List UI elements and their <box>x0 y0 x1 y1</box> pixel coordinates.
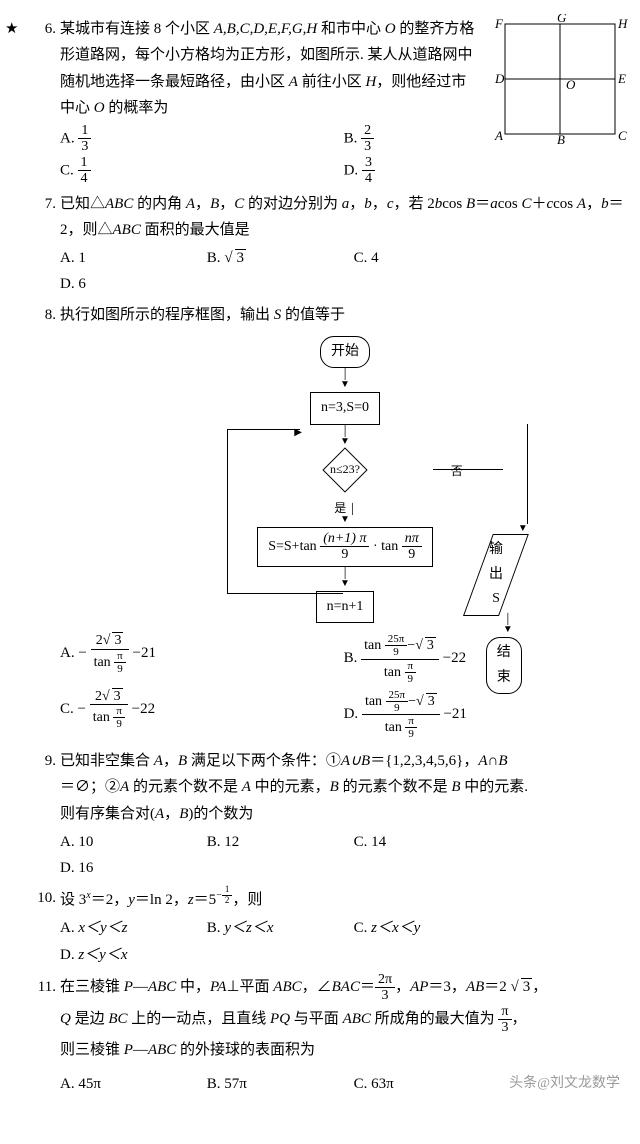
fc-start: 开始 <box>320 336 370 369</box>
q10-opt-d[interactable]: D. z＜y＜x <box>60 942 197 968</box>
watermark: 头条@刘文龙数学 <box>509 1069 620 1098</box>
q7-number: 7. <box>20 191 56 217</box>
fc-yes-label: 是 <box>334 501 346 515</box>
q10-opt-b[interactable]: B. y＜z＜x <box>207 915 344 941</box>
q6-number: 6. <box>20 16 56 42</box>
q8-opt-d[interactable]: D. tan 25π9−√3 tan π9 −21 <box>344 689 618 740</box>
q8-opt-a[interactable]: A. − 2√3 tan π9 −21 <box>60 633 334 684</box>
question-7: 7. 已知△ABC 的内角 A，B，C 的对边分别为 a，b，c，若 2bcos… <box>60 191 630 298</box>
q10-text: 设 3x＝2，y＝ln 2，z＝5−12，则 <box>60 892 262 908</box>
q7-options: A. 1 B. √3 C. 4 D. 6 <box>60 245 630 298</box>
star-icon: ★ <box>5 16 18 42</box>
q10-options: A. x＜y＜z B. y＜z＜x C. z＜x＜y D. z＜y＜x <box>60 915 630 968</box>
q9-opt-b[interactable]: B. 12 <box>207 829 344 855</box>
q6-opt-a[interactable]: A. 13 <box>60 123 334 155</box>
svg-text:D: D <box>494 71 505 86</box>
q9-text: 已知非空集合 A，B 满足以下两个条件：①A∪B＝{1,2,3,4,5,6}，A… <box>60 753 528 822</box>
svg-text:E: E <box>617 71 626 86</box>
q11-opt-a[interactable]: A. 45π <box>60 1069 197 1101</box>
q11-opt-c[interactable]: C. 63π <box>354 1069 491 1101</box>
q6-opt-d[interactable]: D. 34 <box>344 155 618 187</box>
svg-text:A: A <box>494 128 503 143</box>
question-8: 8. 执行如图所示的程序框图，输出 S 的值等于 开始 │▼ n=3,S=0 │… <box>60 302 630 745</box>
svg-text:B: B <box>557 132 565 144</box>
q9-number: 9. <box>20 748 56 774</box>
q11-opt-b[interactable]: B. 57π <box>207 1069 344 1101</box>
q10-opt-c[interactable]: C. z＜x＜y <box>354 915 491 941</box>
fc-no-label: 否 <box>451 461 463 482</box>
grid-figure: F G H D O E A B C <box>487 14 632 144</box>
question-11: 11. 在三棱锥 P—ABC 中，PA⊥平面 ABC，∠BAC＝2π3，AP＝3… <box>60 972 630 1101</box>
svg-text:C: C <box>618 128 627 143</box>
q7-opt-c[interactable]: C. 4 <box>354 245 491 271</box>
q8-opt-b[interactable]: B. tan 25π9−√3 tan π9 −22 <box>344 633 618 684</box>
svg-text:O: O <box>566 77 576 92</box>
fc-body: S=S+tan (n+1) π9 · tan nπ9 <box>257 527 433 567</box>
q8-opt-c[interactable]: C. − 2√3 tan π9 −22 <box>60 689 334 740</box>
q6-text: 某城市有连接 8 个小区 A,B,C,D,E,F,G,H 和市中心 O 的整齐方… <box>60 21 474 116</box>
svg-text:F: F <box>494 16 504 31</box>
q9-options: A. 10 B. 12 C. 14 D. 16 <box>60 829 630 882</box>
q8-text: 执行如图所示的程序框图，输出 S 的值等于 <box>60 307 345 323</box>
fc-diamond: n≤23? <box>300 447 390 493</box>
q7-opt-d[interactable]: D. 6 <box>60 271 197 297</box>
q9-opt-d[interactable]: D. 16 <box>60 855 197 881</box>
question-10: 10. 设 3x＝2，y＝ln 2，z＝5−12，则 A. x＜y＜z B. y… <box>60 885 630 967</box>
q9-opt-c[interactable]: C. 14 <box>354 829 491 855</box>
q9-opt-a[interactable]: A. 10 <box>60 829 197 855</box>
q11-text: 在三棱锥 P—ABC 中，PA⊥平面 ABC，∠BAC＝2π3，AP＝3，AB＝… <box>60 979 547 1058</box>
q8-number: 8. <box>20 302 56 328</box>
svg-text:H: H <box>617 16 628 31</box>
question-6: ★ 6. 某城市有连接 8 个小区 A,B,C,D,E,F,G,H 和市中心 O… <box>60 16 630 187</box>
q7-opt-a[interactable]: A. 1 <box>60 245 197 271</box>
svg-text:G: G <box>557 14 567 25</box>
fc-end: 结束 <box>486 637 522 694</box>
q10-number: 10. <box>20 885 56 911</box>
flowchart: 开始 │▼ n=3,S=0 │▼ n≤23? 否 是 │▼ S=S+tan (n… <box>60 334 630 626</box>
q10-opt-a[interactable]: A. x＜y＜z <box>60 915 197 941</box>
q6-opt-c[interactable]: C. 14 <box>60 155 334 187</box>
fc-output: 输出S <box>463 534 529 616</box>
q7-text: 已知△ABC 的内角 A，B，C 的对边分别为 a，b，c，若 2bcos B＝… <box>60 196 624 238</box>
question-9: 9. 已知非空集合 A，B 满足以下两个条件：①A∪B＝{1,2,3,4,5,6… <box>60 748 630 881</box>
fc-init: n=3,S=0 <box>310 392 380 425</box>
q7-opt-b[interactable]: B. √3 <box>207 245 344 271</box>
fc-inc: n=n+1 <box>316 591 375 624</box>
q8-options: A. − 2√3 tan π9 −21 B. tan 25π9−√3 tan π… <box>60 633 630 744</box>
q11-number: 11. <box>20 972 56 1004</box>
